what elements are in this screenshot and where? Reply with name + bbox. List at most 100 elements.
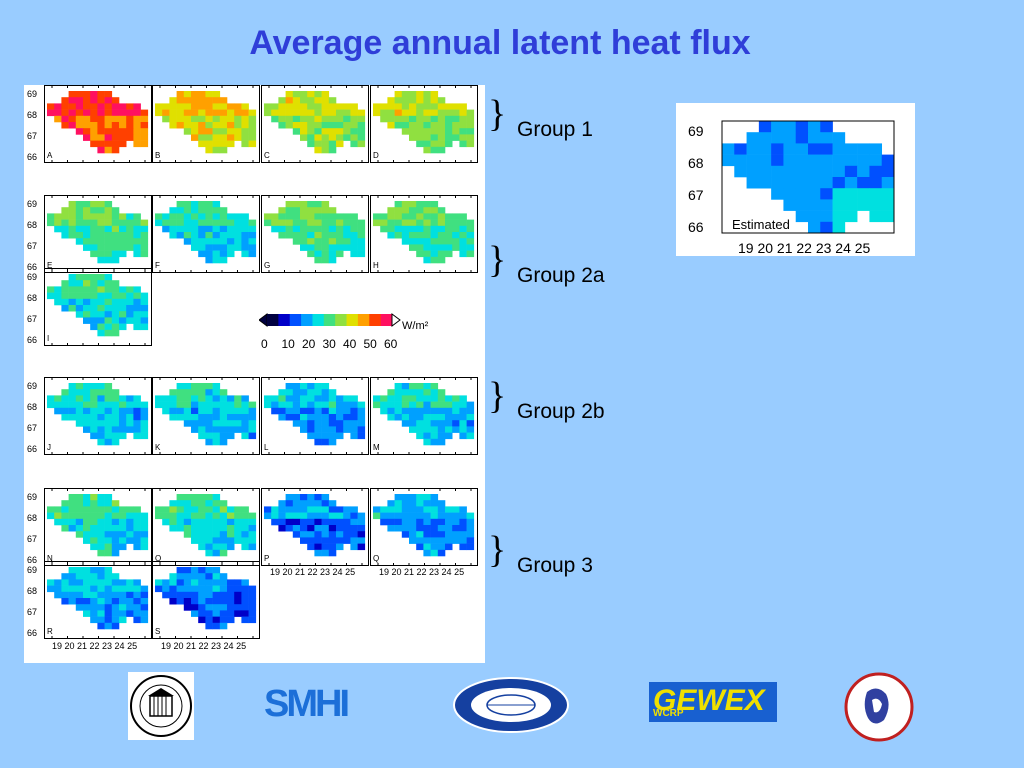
map-cell xyxy=(205,219,213,227)
map-cell xyxy=(430,225,439,233)
map-cell xyxy=(126,225,134,233)
map-cell xyxy=(387,97,395,104)
map-cell xyxy=(90,543,98,551)
map-cell xyxy=(212,207,221,214)
map-cell xyxy=(300,401,308,409)
map-cell xyxy=(126,525,134,532)
map-cell xyxy=(75,401,84,409)
map-cell xyxy=(176,207,185,214)
map-panel-graphic xyxy=(261,85,369,163)
map-cell xyxy=(212,525,221,532)
map-cell xyxy=(90,128,98,135)
map-cell xyxy=(205,97,213,104)
map-cell xyxy=(198,426,206,433)
map-cell xyxy=(111,140,120,148)
map-cell xyxy=(321,238,330,245)
map-cell xyxy=(227,591,235,599)
map-cell xyxy=(83,591,91,599)
map-cell xyxy=(205,389,213,396)
map-cell xyxy=(452,232,460,239)
map-cell xyxy=(126,591,134,599)
map-cell xyxy=(198,537,206,544)
map-cell xyxy=(452,420,460,427)
map-cell xyxy=(437,389,446,396)
map-cell xyxy=(75,579,84,586)
map-cell xyxy=(75,389,84,396)
panel-letter: L xyxy=(264,443,269,452)
map-cell xyxy=(205,122,213,129)
map-cell xyxy=(271,109,279,117)
map-cell xyxy=(459,140,467,148)
map-cell xyxy=(90,109,98,117)
map-cell xyxy=(321,426,330,433)
map-cell xyxy=(68,207,77,214)
map-cell xyxy=(212,146,221,154)
map-cell xyxy=(119,128,127,135)
map-cell xyxy=(307,537,315,544)
map-cell xyxy=(241,420,249,427)
map-cell xyxy=(90,616,98,624)
latitude-tick-label: 66 xyxy=(26,152,37,162)
map-cell xyxy=(234,213,242,220)
map-cell xyxy=(234,134,242,141)
group-3-brace: } xyxy=(488,529,507,571)
map-cell xyxy=(350,103,358,110)
map-cell xyxy=(373,219,381,227)
map-cell xyxy=(75,567,84,574)
map-cell xyxy=(437,207,446,214)
map-cell xyxy=(47,395,55,402)
map-cell xyxy=(416,225,424,233)
map-cell xyxy=(466,140,475,148)
map-cell xyxy=(321,140,330,148)
map-cell xyxy=(75,201,84,208)
map-cell xyxy=(75,91,84,98)
map-cell xyxy=(423,91,431,98)
map-cell xyxy=(97,432,105,440)
map-cell xyxy=(119,579,127,586)
map-cell xyxy=(97,573,105,580)
map-cell xyxy=(292,525,301,532)
map-panel-j: J xyxy=(44,377,152,455)
map-cell xyxy=(409,91,417,98)
map-cell xyxy=(83,305,91,312)
map-cell xyxy=(857,154,870,167)
map-cell xyxy=(61,389,69,396)
map-cell xyxy=(746,177,760,189)
map-cell xyxy=(437,213,446,220)
map-cell xyxy=(191,395,199,402)
map-cell xyxy=(771,132,784,144)
map-cell xyxy=(61,286,69,293)
map-cell xyxy=(183,389,192,396)
map-cell xyxy=(104,383,113,390)
map-cell xyxy=(68,305,77,312)
map-cell xyxy=(285,213,294,220)
map-cell xyxy=(97,494,105,501)
map-cell xyxy=(54,401,62,409)
map-cell xyxy=(47,506,55,513)
map-cell xyxy=(68,579,77,586)
map-cell xyxy=(321,109,330,117)
map-cell xyxy=(437,407,446,415)
map-cell xyxy=(307,232,315,239)
map-cell xyxy=(832,188,846,200)
map-cell xyxy=(219,213,228,220)
map-cell xyxy=(343,395,351,402)
map-cell xyxy=(126,244,134,251)
map-cell xyxy=(104,250,113,258)
map-cell xyxy=(198,134,206,141)
map-cell xyxy=(90,250,98,258)
map-cell xyxy=(869,143,883,155)
map-cell xyxy=(119,585,127,593)
map-cell xyxy=(394,401,403,409)
map-cell xyxy=(314,115,322,123)
map-cell xyxy=(219,610,228,617)
map-cell xyxy=(321,432,330,440)
map-cell xyxy=(212,414,221,421)
map-cell xyxy=(241,115,249,123)
map-cell xyxy=(466,531,475,538)
map-cell xyxy=(423,494,431,501)
map-cell xyxy=(126,610,134,617)
map-cell xyxy=(140,591,149,599)
map-cell xyxy=(401,383,410,390)
panel-letter: I xyxy=(47,334,50,343)
